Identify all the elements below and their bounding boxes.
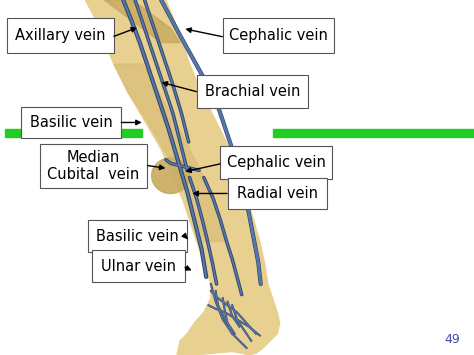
FancyBboxPatch shape <box>40 144 147 188</box>
Text: Axillary vein: Axillary vein <box>15 28 106 43</box>
Bar <box>5 129 142 137</box>
Polygon shape <box>85 0 280 355</box>
Text: Brachial vein: Brachial vein <box>205 84 300 99</box>
Polygon shape <box>152 158 190 193</box>
Polygon shape <box>104 0 180 43</box>
FancyBboxPatch shape <box>228 178 327 209</box>
Text: Cephalic vein: Cephalic vein <box>229 28 328 43</box>
FancyBboxPatch shape <box>220 146 332 179</box>
Text: Median
Cubital  vein: Median Cubital vein <box>47 150 140 182</box>
Bar <box>273 129 474 137</box>
FancyBboxPatch shape <box>92 250 185 282</box>
Text: Basilic vein: Basilic vein <box>30 115 112 130</box>
FancyBboxPatch shape <box>223 18 334 53</box>
FancyBboxPatch shape <box>7 18 114 53</box>
FancyBboxPatch shape <box>197 75 308 108</box>
Polygon shape <box>114 64 225 241</box>
Text: Basilic vein: Basilic vein <box>96 229 179 244</box>
FancyBboxPatch shape <box>88 220 187 252</box>
Text: Ulnar vein: Ulnar vein <box>101 259 176 274</box>
Text: 49: 49 <box>444 333 460 346</box>
FancyBboxPatch shape <box>21 106 121 138</box>
Text: Radial vein: Radial vein <box>237 186 318 201</box>
Text: Cephalic vein: Cephalic vein <box>227 155 326 170</box>
Polygon shape <box>152 158 190 193</box>
